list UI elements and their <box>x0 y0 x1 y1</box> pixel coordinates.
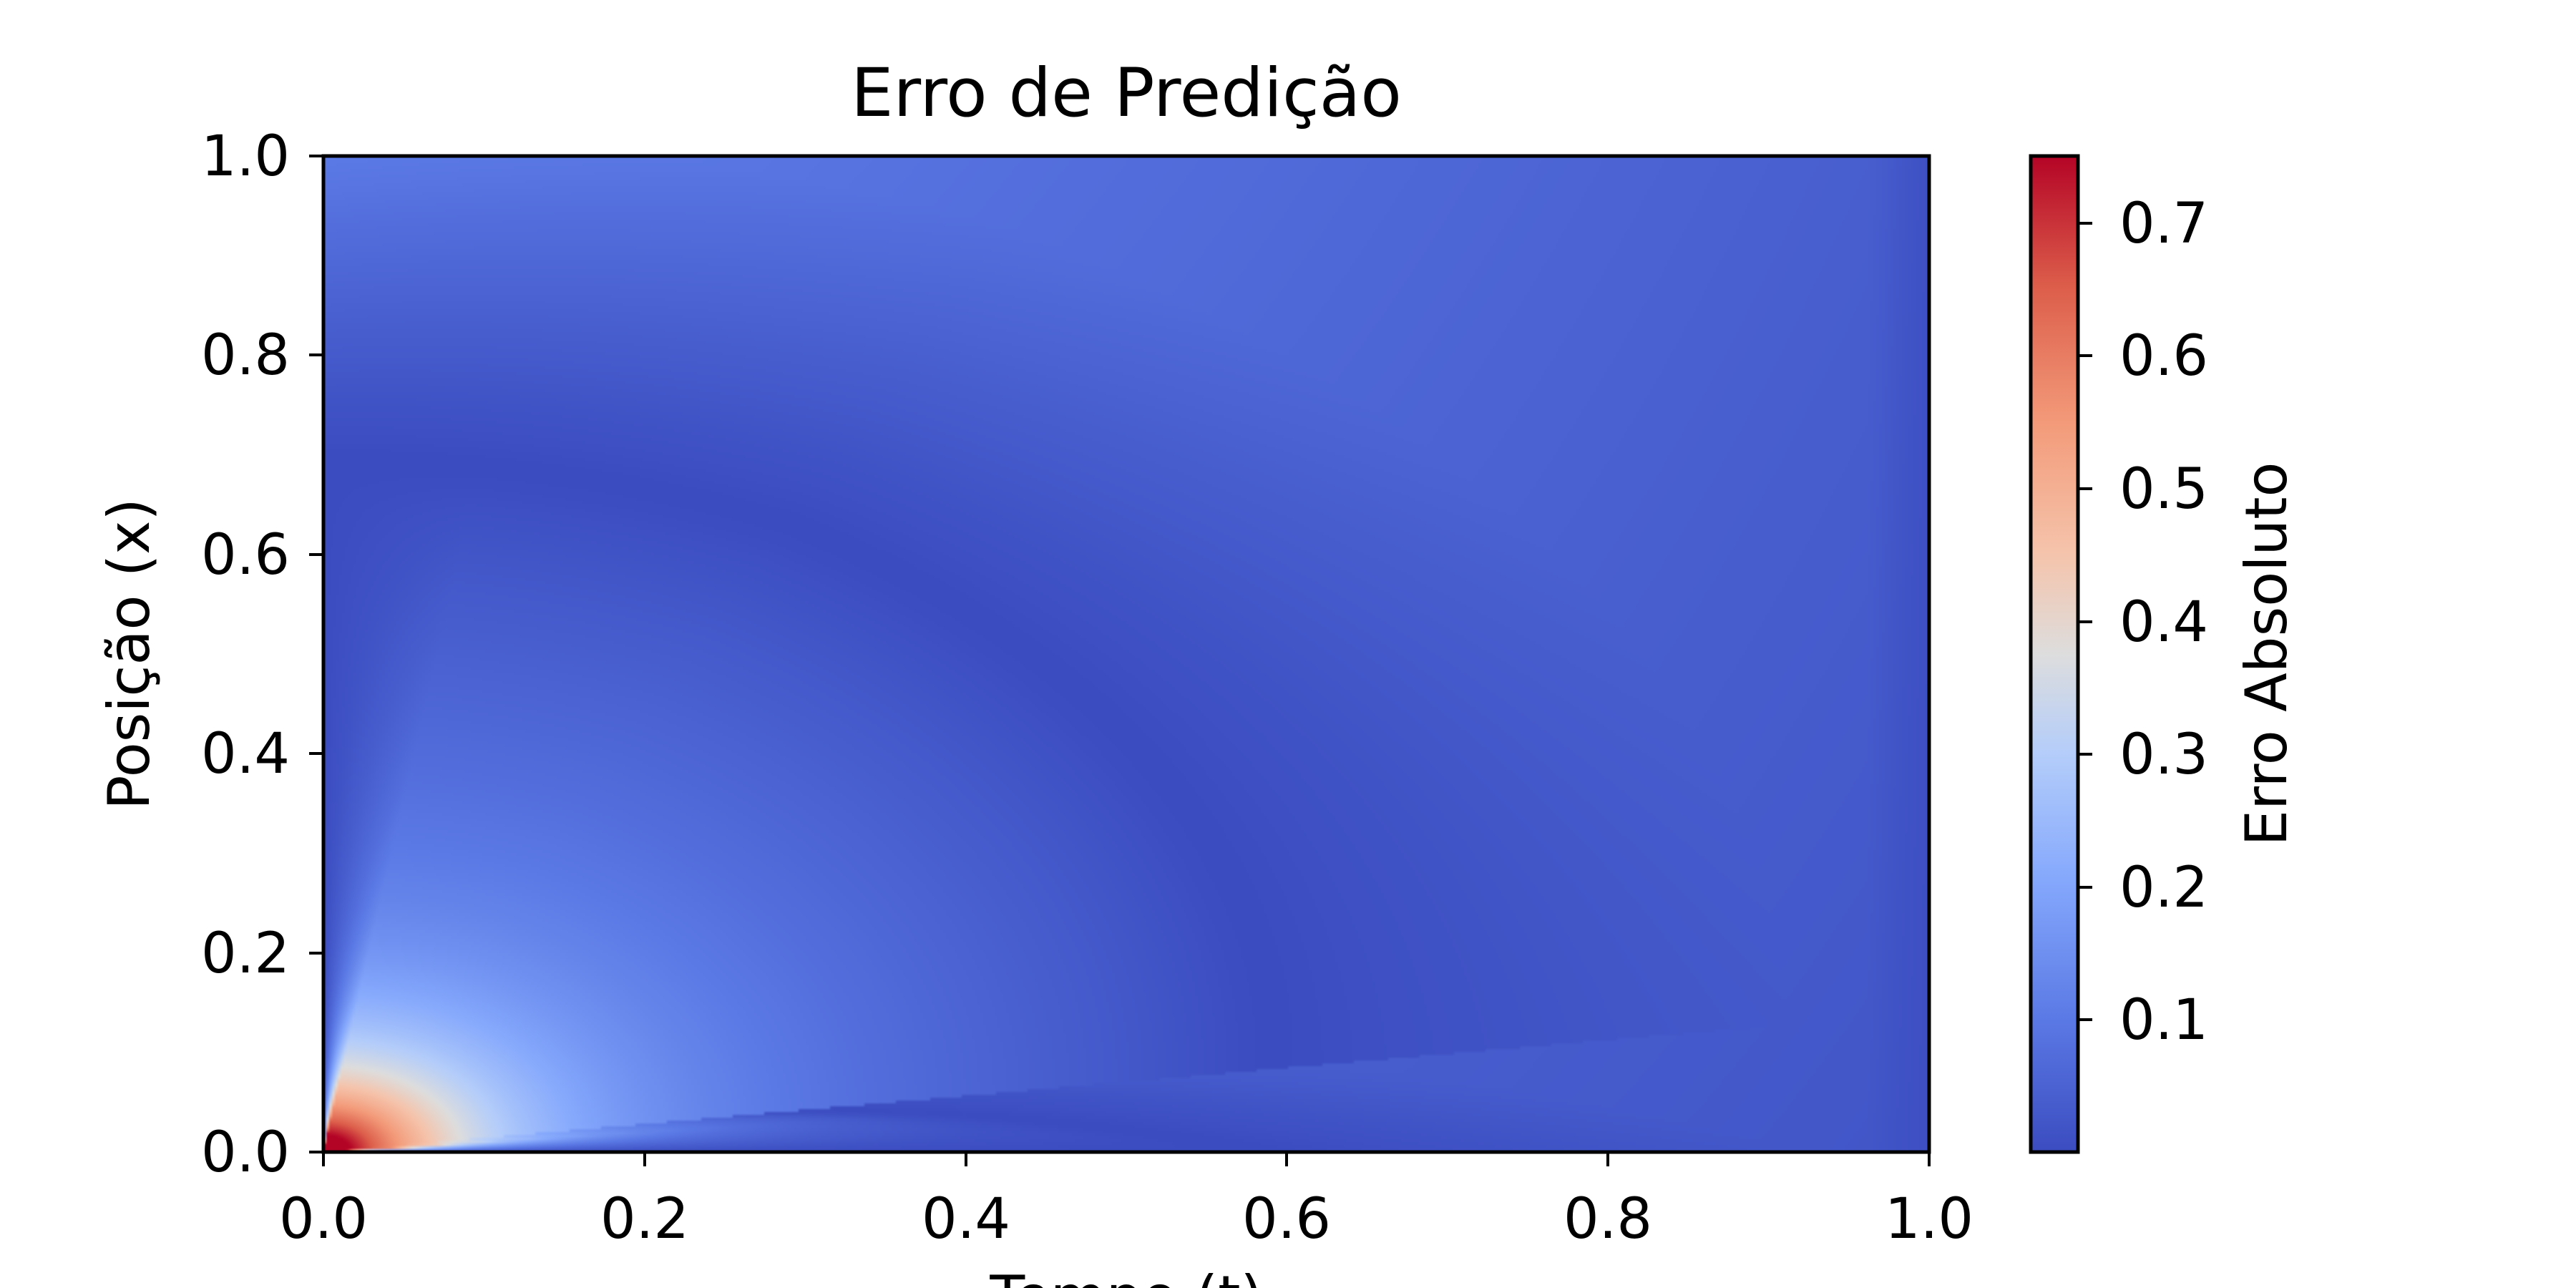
colorbar-title: Erro Absoluto <box>2233 462 2300 847</box>
colorbar-tick-label: 0.6 <box>2119 324 2208 389</box>
colorbar-tick-label: 0.3 <box>2119 723 2208 787</box>
y-tick-label: 1.0 <box>201 125 290 189</box>
colorbar-tick-label: 0.1 <box>2119 988 2208 1053</box>
x-tick-label: 1.0 <box>1885 1187 1974 1252</box>
x-tick-label: 0.2 <box>600 1187 689 1252</box>
y-axis-title: Posição (x) <box>96 498 162 809</box>
x-axis: 0.0 0.2 0.4 0.6 0.8 1.0 Tempo (t) <box>279 1152 1974 1288</box>
y-tick-label: 0.0 <box>201 1121 290 1185</box>
chart-title: Erro de Predição <box>851 54 1402 132</box>
y-tick-label: 0.4 <box>201 722 290 786</box>
plot-frame <box>321 154 1931 1154</box>
colorbar-tick-label: 0.7 <box>2119 192 2208 256</box>
x-tick-label: 0.6 <box>1242 1187 1331 1252</box>
y-tick-label: 0.6 <box>201 523 290 587</box>
heatmap-image <box>323 156 1929 1152</box>
x-tick-label: 0.0 <box>279 1187 368 1252</box>
y-tick-label: 0.8 <box>201 323 290 388</box>
colorbar-frame <box>2029 154 2080 1154</box>
colorbar-tick-label: 0.2 <box>2119 856 2208 920</box>
x-tick-label: 0.8 <box>1563 1187 1652 1252</box>
x-axis-title: Tempo (t) <box>989 1264 1262 1288</box>
y-tick-label: 0.2 <box>201 922 290 986</box>
colorbar: 0.1 0.2 0.3 0.4 0.5 0.6 0.7 Erro Absolut… <box>2029 154 2300 1154</box>
x-tick-label: 0.4 <box>922 1187 1010 1252</box>
y-axis: 0.0 0.2 0.4 0.6 0.8 1.0 Posição (x) <box>96 125 323 1185</box>
colorbar-tick-label: 0.4 <box>2119 590 2208 655</box>
colorbar-tick-label: 0.5 <box>2119 457 2208 522</box>
colorbar-gradient <box>2031 156 2078 1152</box>
